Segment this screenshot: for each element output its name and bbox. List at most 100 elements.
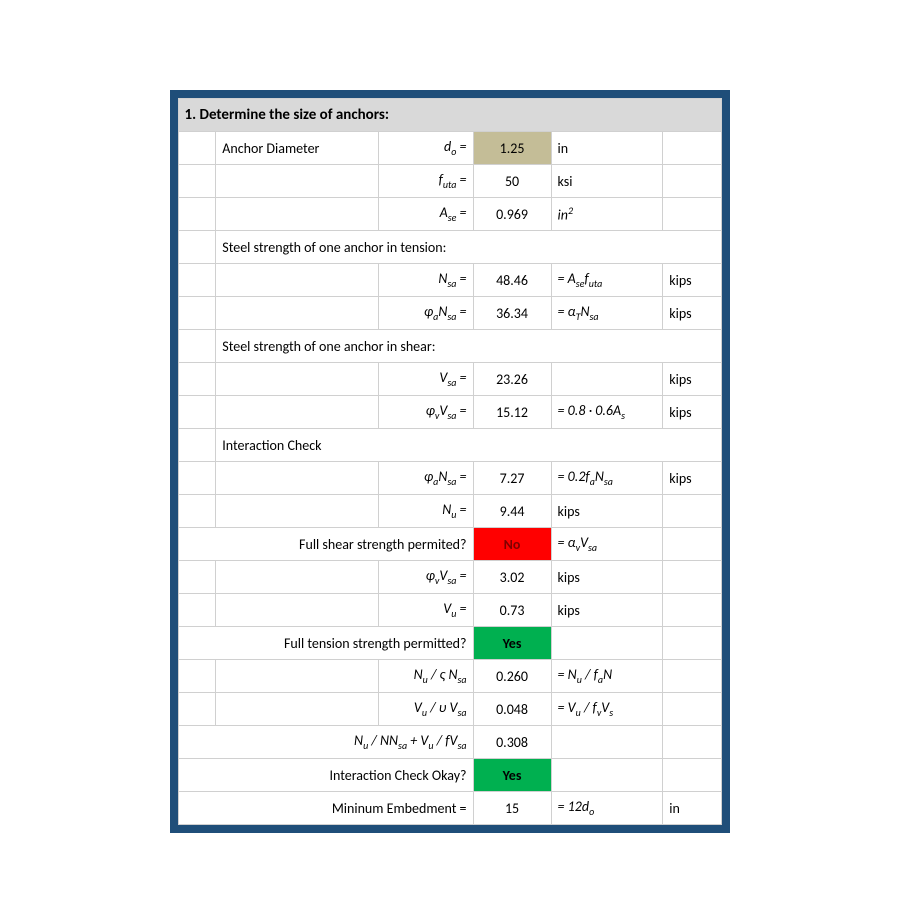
table-row: φvVsa =3.02kips <box>178 561 721 594</box>
table-row: Interaction Check <box>178 429 721 462</box>
table-row: φvVsa =15.12= 0.8 · 0.6Askips <box>178 396 721 429</box>
row-value: 9.44 <box>473 495 551 528</box>
row-unit <box>551 627 663 660</box>
row-far-unit <box>663 693 721 726</box>
row-far-unit <box>663 198 721 231</box>
row-value[interactable]: 1.25 <box>473 132 551 165</box>
row-label <box>216 495 379 528</box>
spacer <box>178 198 216 231</box>
row-unit: in <box>551 132 663 165</box>
row-value: 0.73 <box>473 594 551 627</box>
spacer <box>178 462 216 495</box>
row-value: 48.46 <box>473 264 551 297</box>
row-label <box>216 462 379 495</box>
section-header: 1. Determine the size of anchors: <box>178 99 721 132</box>
spacer <box>178 165 216 198</box>
spacer <box>178 561 216 594</box>
row-unit: = 0.2faNsa <box>551 462 663 495</box>
row-label <box>216 363 379 396</box>
row-label <box>216 693 379 726</box>
row-value: 23.26 <box>473 363 551 396</box>
row-far-unit: in <box>663 792 721 825</box>
row-symbol: φaNsa = <box>378 462 473 495</box>
row-label <box>216 396 379 429</box>
row-label: Steel strength of one anchor in tension: <box>216 231 721 264</box>
row-far-unit: kips <box>663 396 721 429</box>
row-unit: = Nu / faN <box>551 660 663 693</box>
row-label: Full shear strength permited? <box>178 528 473 561</box>
row-value: 15.12 <box>473 396 551 429</box>
row-label: Mininum Embedment = <box>178 792 473 825</box>
spacer <box>178 594 216 627</box>
row-label <box>216 660 379 693</box>
row-unit: = Vu / fvVs <box>551 693 663 726</box>
row-unit: = 0.8 · 0.6As <box>551 396 663 429</box>
row-symbol: futa = <box>378 165 473 198</box>
table-row: Nsa =48.46= Asefutakips <box>178 264 721 297</box>
table-row: Full shear strength permited?No= αvVsa <box>178 528 721 561</box>
row-label <box>216 264 379 297</box>
row-far-unit <box>663 165 721 198</box>
table-row: Nu / NNsa + Vu / fVsa0.308 <box>178 726 721 759</box>
row-label: Steel strength of one anchor in shear: <box>216 330 721 363</box>
row-symbol: Ase = <box>378 198 473 231</box>
row-symbol: Nu / ς Nsa <box>378 660 473 693</box>
row-label <box>216 561 379 594</box>
row-value: Yes <box>473 759 551 792</box>
row-symbol: φaNsa = <box>378 297 473 330</box>
row-symbol: Nsa = <box>378 264 473 297</box>
row-label: Anchor Diameter <box>216 132 379 165</box>
table-row: Interaction Check Okay?Yes <box>178 759 721 792</box>
row-label <box>216 594 379 627</box>
row-label <box>216 165 379 198</box>
spacer <box>178 363 216 396</box>
row-unit <box>551 363 663 396</box>
row-value: 50 <box>473 165 551 198</box>
spacer <box>178 231 216 264</box>
row-unit: kips <box>551 495 663 528</box>
row-unit: = αTNsa <box>551 297 663 330</box>
row-unit: kips <box>551 561 663 594</box>
row-unit: = αvVsa <box>551 528 663 561</box>
table-row: Steel strength of one anchor in tension: <box>178 231 721 264</box>
row-value: No <box>473 528 551 561</box>
table-row: φaNsa =7.27= 0.2faNsakips <box>178 462 721 495</box>
row-symbol: Vsa = <box>378 363 473 396</box>
table-row: φaNsa =36.34= αTNsakips <box>178 297 721 330</box>
row-unit: = Asefuta <box>551 264 663 297</box>
row-far-unit <box>663 132 721 165</box>
row-symbol: φvVsa = <box>378 396 473 429</box>
table-row: Nu =9.44kips <box>178 495 721 528</box>
row-unit: ksi <box>551 165 663 198</box>
row-value: 36.34 <box>473 297 551 330</box>
anchor-calc-frame: 1. Determine the size of anchors:Anchor … <box>170 90 730 833</box>
table-row: Steel strength of one anchor in shear: <box>178 330 721 363</box>
row-far-unit: kips <box>663 264 721 297</box>
row-far-unit <box>663 627 721 660</box>
row-label: Full tension strength permitted? <box>178 627 473 660</box>
spacer <box>178 660 216 693</box>
table-row: Vu =0.73kips <box>178 594 721 627</box>
row-unit: = 12do <box>551 792 663 825</box>
row-value: 0.048 <box>473 693 551 726</box>
row-value: 3.02 <box>473 561 551 594</box>
row-symbol: Vu / υ Vsa <box>378 693 473 726</box>
row-far-unit <box>663 561 721 594</box>
row-far-unit <box>663 726 721 759</box>
row-value: 15 <box>473 792 551 825</box>
spacer <box>178 132 216 165</box>
row-label: Nu / NNsa + Vu / fVsa <box>178 726 473 759</box>
row-far-unit <box>663 594 721 627</box>
row-unit: in2 <box>551 198 663 231</box>
row-symbol: do = <box>378 132 473 165</box>
row-value: 0.308 <box>473 726 551 759</box>
row-label <box>216 198 379 231</box>
row-far-unit: kips <box>663 297 721 330</box>
row-value: 0.260 <box>473 660 551 693</box>
row-unit <box>551 726 663 759</box>
spacer <box>178 297 216 330</box>
table-row: Nu / ς Nsa0.260= Nu / faN <box>178 660 721 693</box>
table-row: futa =50ksi <box>178 165 721 198</box>
row-unit <box>551 759 663 792</box>
spacer <box>178 330 216 363</box>
